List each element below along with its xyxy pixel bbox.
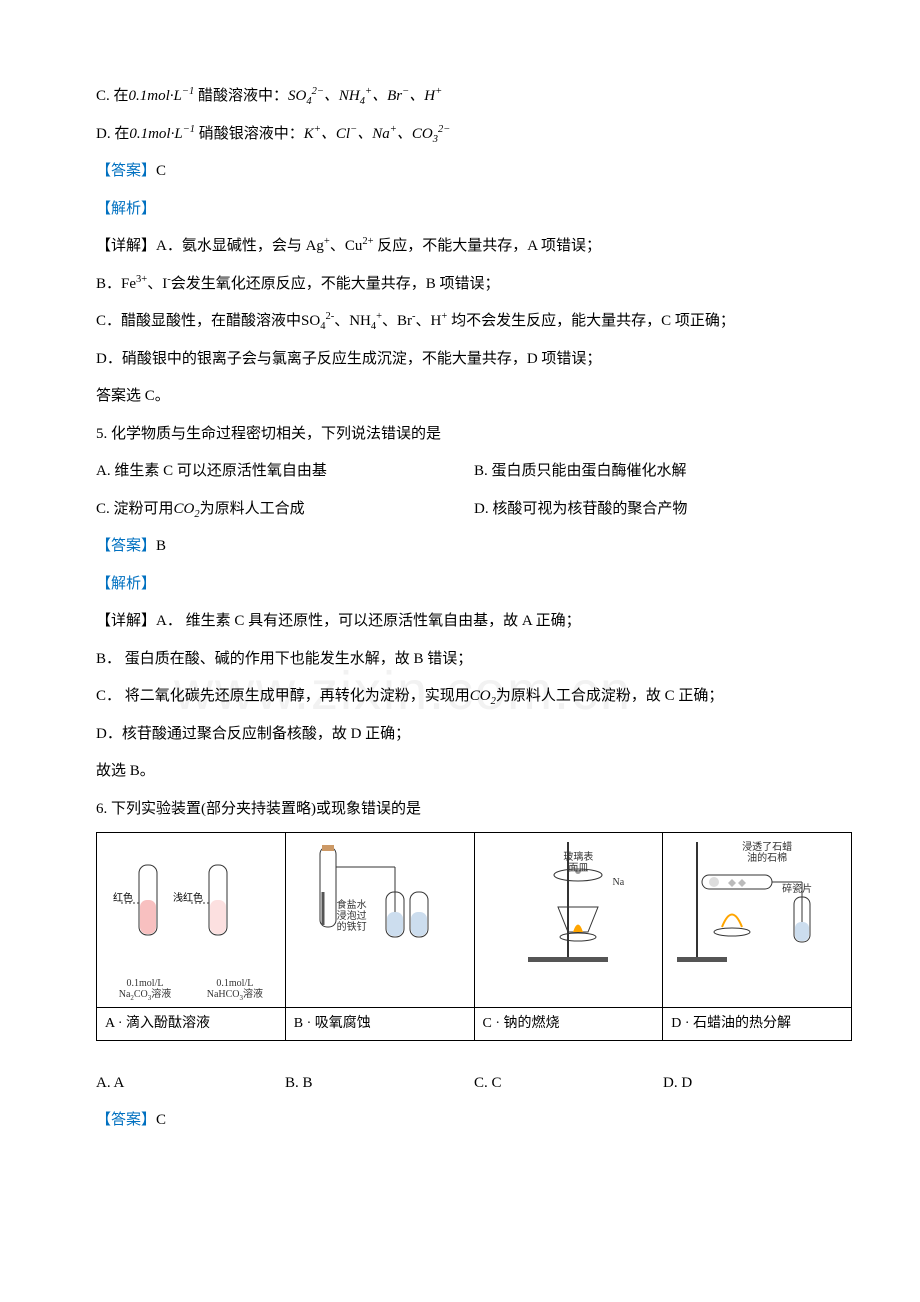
q5-analysis-label: 【解析】 — [96, 566, 852, 604]
q4-option-c: C. 在0.1mol·L−1 醋酸溶液中：SO42−、NH4+、Br−、H+ — [96, 78, 852, 116]
cell-b-caption: B · 吸氧腐蚀 — [285, 1008, 474, 1041]
q6-answer: 【答案】C — [96, 1102, 852, 1140]
q5-stem: 5. 化学物质与生命过程密切相关，下列说法错误的是 — [96, 416, 852, 454]
cell-c-na: Na — [529, 877, 709, 888]
q5-answer: 【答案】B — [96, 528, 852, 566]
answer-value: C — [156, 163, 166, 179]
q5c-co2: CO2 — [174, 501, 200, 517]
cell-d-chip: 碎瓷片 — [707, 884, 887, 895]
cell-d-diagram: 浸透了石蜡油的石棉 碎瓷片 — [663, 833, 852, 1008]
q6-stem: 6. 下列实验装置(部分夹持装置略)或现象错误的是 — [96, 791, 852, 829]
cell-a-diagram: 红色 浅红色 0.1mol/LNa2CO3溶液 0.1mol/LNaHCO3溶液 — [97, 833, 286, 1008]
cell-c-caption: C · 钠的燃烧 — [474, 1008, 663, 1041]
q5dc-pre: C． 将二氧化碳先还原生成甲醇，再转化为淀粉，实现用 — [96, 688, 470, 704]
experiment-table: 红色 浅红色 0.1mol/LNa2CO3溶液 0.1mol/LNaHCO3溶液 — [96, 832, 852, 1041]
q6-option-d: D. D — [663, 1065, 852, 1103]
q5dc-co2: CO2 — [470, 688, 496, 704]
cell-c-diagram: 玻璃表面皿 Na — [474, 833, 663, 1008]
q4c-mid: 醋酸溶液中： — [194, 88, 288, 104]
q5-detail-a: 【详解】A． 维生素 C 具有还原性，可以还原活性氧自由基，故 A 正确； — [96, 603, 852, 641]
q5c-pre: C. 淀粉可用 — [96, 501, 174, 517]
q6-option-c: C. C — [474, 1065, 663, 1103]
q6-options: A. A B. B C. C D. D — [96, 1065, 852, 1103]
cell-c-glass: 玻璃表面皿 — [489, 852, 669, 874]
svg-text:浅红色: 浅红色 — [173, 891, 203, 904]
q4-detail-b: B．Fe3+、I-会发生氧化还原反应，不能大量共存，B 项错误； — [96, 266, 852, 304]
q4d-conc: 0.1mol·L−1 — [129, 126, 195, 142]
q5-option-a: A. 维生素 C 可以还原活性氧自由基 — [96, 453, 474, 491]
svg-text:红色: 红色 — [113, 891, 133, 904]
cell-d-caption: D · 石蜡油的热分解 — [663, 1008, 852, 1041]
q5-option-d: D. 核酸可视为核苷酸的聚合产物 — [474, 491, 852, 529]
q5-detail-c: C． 将二氧化碳先还原生成甲醇，再转化为淀粉，实现用CO2为原料人工合成淀粉，故… — [96, 678, 852, 716]
cell-d-cotton: 浸透了石蜡油的石棉 — [677, 842, 857, 864]
q5-option-b: B. 蛋白质只能由蛋白酶催化水解 — [474, 453, 852, 491]
q4d-prefix: D. 在 — [96, 126, 129, 142]
cell-a-right-sol: 0.1mol/LNaHCO3溶液 — [207, 978, 263, 1003]
answer-label: 【答案】 — [96, 1112, 156, 1128]
q5dc-post: 为原料人工合成淀粉，故 C 正确； — [496, 688, 724, 704]
q4-detail-c: C．醋酸显酸性，在醋酸溶液中SO42-、NH4+、Br-、H+ 均不会发生反应，… — [96, 303, 852, 341]
q4-final: 答案选 C。 — [96, 378, 852, 416]
q4-analysis-label: 【解析】 — [96, 191, 852, 229]
answer-value: C — [156, 1112, 166, 1128]
q6-option-b: B. B — [285, 1065, 474, 1103]
q5c-post: 为原料人工合成 — [200, 501, 305, 517]
answer-label: 【答案】 — [96, 538, 156, 554]
q4d-mid: 硝酸银溶液中： — [195, 126, 304, 142]
q4c-ions: SO42−、NH4+、Br−、H+ — [288, 88, 442, 104]
q6-option-a: A. A — [96, 1065, 285, 1103]
answer-label: 【答案】 — [96, 163, 156, 179]
q4-option-d: D. 在0.1mol·L−1 硝酸银溶液中：K+、Cl−、Na+、CO32− — [96, 116, 852, 154]
q4-answer: 【答案】C — [96, 153, 852, 191]
cell-a-caption: A · 滴入酚酞溶液 — [97, 1008, 286, 1041]
q4-detail-a: 【详解】A．氨水显碱性，会与 Ag+、Cu2+ 反应，不能大量共存，A 项错误； — [96, 228, 852, 266]
q4c-prefix: C. 在 — [96, 88, 129, 104]
cell-b-diagram: 食盐水浸泡过的铁钉 — [285, 833, 474, 1008]
q5-row1: A. 维生素 C 可以还原活性氧自由基 B. 蛋白质只能由蛋白酶催化水解 — [96, 453, 852, 491]
q5-final: 故选 B。 — [96, 753, 852, 791]
cell-b-label: 食盐水浸泡过的铁钉 — [262, 900, 442, 933]
q5-detail-b: B． 蛋白质在酸、碱的作用下也能发生水解，故 B 错误； — [96, 641, 852, 679]
q5-option-c: C. 淀粉可用CO2为原料人工合成 — [96, 491, 474, 529]
cell-a-left-sol: 0.1mol/LNa2CO3溶液 — [119, 978, 172, 1003]
q5-detail-d: D．核苷酸通过聚合反应制备核酸，故 D 正确； — [96, 716, 852, 754]
q4c-conc: 0.1mol·L−1 — [129, 88, 195, 104]
q4d-ions: K+、Cl−、Na+、CO32− — [304, 126, 450, 142]
answer-value: B — [156, 538, 166, 554]
q5-row2: C. 淀粉可用CO2为原料人工合成 D. 核酸可视为核苷酸的聚合产物 — [96, 491, 852, 529]
q4-detail-d: D．硝酸银中的银离子会与氯离子反应生成沉淀，不能大量共存，D 项错误； — [96, 341, 852, 379]
